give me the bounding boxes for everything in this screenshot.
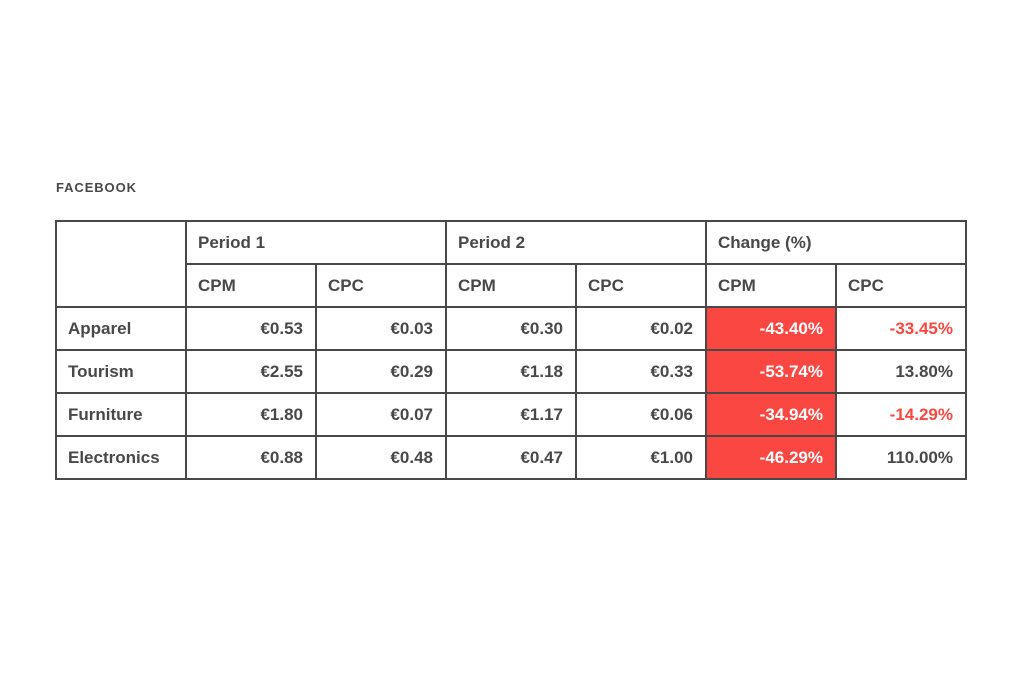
- header-change-cpm: CPM: [705, 263, 837, 308]
- category-cell: Apparel: [55, 306, 187, 351]
- table-row-furniture: Furniture €1.80 €0.07 €1.17 €0.06 -34.94…: [55, 392, 967, 437]
- col-group-period1: Period 1: [185, 220, 447, 265]
- value-cell-change-cpc: 13.80%: [835, 349, 967, 394]
- value-cell-change-cpc: -14.29%: [835, 392, 967, 437]
- col-group-change: Change (%): [705, 220, 967, 265]
- header-period2-cpm: CPM: [445, 263, 577, 308]
- value-cell-p1-cpm: €2.55: [185, 349, 317, 394]
- value-cell-p1-cpc: €0.48: [315, 435, 447, 480]
- value-cell-p2-cpc: €0.33: [575, 349, 707, 394]
- header-period1-cpc: CPC: [315, 263, 447, 308]
- col-group-period2: Period 2: [445, 220, 707, 265]
- header-sub-row: CPM CPC CPM CPC CPM CPC: [56, 263, 967, 308]
- table-row-electronics: Electronics €0.88 €0.48 €0.47 €1.00 -46.…: [55, 435, 967, 480]
- page-title: FACEBOOK: [56, 180, 137, 195]
- value-cell-change-cpm: -46.29%: [705, 435, 837, 480]
- value-cell-p1-cpc: €0.03: [315, 306, 447, 351]
- category-cell: Tourism: [55, 349, 187, 394]
- value-cell-change-cpm: -43.40%: [705, 306, 837, 351]
- header-period1-cpm: CPM: [185, 263, 317, 308]
- table-row-tourism: Tourism €2.55 €0.29 €1.18 €0.33 -53.74% …: [55, 349, 967, 394]
- value-cell-p2-cpm: €0.47: [445, 435, 577, 480]
- category-cell: Electronics: [55, 435, 187, 480]
- header-group-row: Period 1 Period 2 Change (%): [55, 220, 967, 308]
- value-cell-p2-cpm: €1.17: [445, 392, 577, 437]
- value-cell-change-cpc: -33.45%: [835, 306, 967, 351]
- value-cell-p2-cpc: €1.00: [575, 435, 707, 480]
- category-cell: Furniture: [55, 392, 187, 437]
- value-cell-p1-cpm: €1.80: [185, 392, 317, 437]
- comparison-table: Period 1 Period 2 Change (%) CPM CPC CPM…: [55, 220, 967, 480]
- table-row-apparel: Apparel €0.53 €0.03 €0.30 €0.02 -43.40% …: [55, 306, 967, 351]
- header-period2-cpc: CPC: [575, 263, 707, 308]
- value-cell-change-cpc: 110.00%: [835, 435, 967, 480]
- corner-cell: [55, 220, 187, 308]
- header-change-cpc: CPC: [835, 263, 967, 308]
- value-cell-p1-cpm: €0.53: [185, 306, 317, 351]
- value-cell-p2-cpc: €0.02: [575, 306, 707, 351]
- value-cell-p2-cpm: €1.18: [445, 349, 577, 394]
- value-cell-p1-cpc: €0.29: [315, 349, 447, 394]
- value-cell-p2-cpm: €0.30: [445, 306, 577, 351]
- value-cell-change-cpm: -34.94%: [705, 392, 837, 437]
- value-cell-change-cpm: -53.74%: [705, 349, 837, 394]
- value-cell-p2-cpc: €0.06: [575, 392, 707, 437]
- value-cell-p1-cpc: €0.07: [315, 392, 447, 437]
- value-cell-p1-cpm: €0.88: [185, 435, 317, 480]
